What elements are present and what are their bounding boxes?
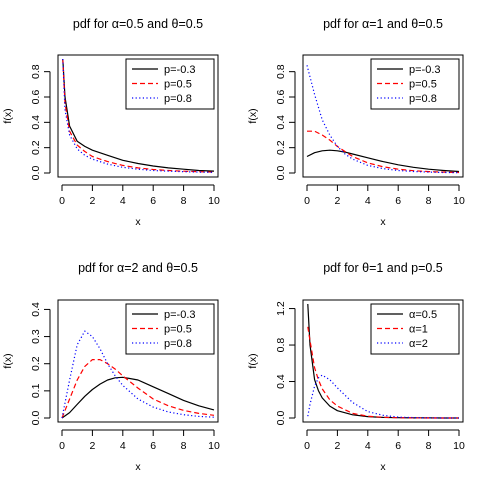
x-tick-label: 0	[304, 440, 310, 452]
series-line-3	[307, 374, 459, 419]
y-axis-label: f(x)	[2, 353, 14, 368]
legend-label: p=0.5	[164, 324, 192, 336]
x-tick-label: 0	[304, 195, 310, 207]
y-tick-label: 0.4	[30, 302, 42, 317]
x-tick-label: 8	[426, 195, 432, 207]
chart-title: pdf for α=0.5 and θ=0.5	[73, 17, 203, 31]
y-tick-label: 0.4	[275, 374, 287, 389]
plot-frame	[57, 299, 219, 423]
y-tick-label: 0.0	[275, 166, 287, 181]
x-tick-label: 6	[150, 195, 156, 207]
chart-panel-1: pdf for α=0.5 and θ=0.5 0 2 4 6 8 10 x 0.0 0.2 0.4…	[2, 17, 220, 228]
legend-label: α=1	[409, 324, 428, 336]
y-tick-label: 0.8	[30, 64, 42, 79]
chart-title: pdf for θ=1 and p=0.5	[323, 261, 443, 275]
legend-label: p=-0.3	[164, 64, 196, 76]
legend-label: p=0.5	[409, 79, 437, 91]
y-tick-label: 0.8	[275, 338, 287, 353]
series-line-2	[62, 58, 215, 173]
y-axis-label: f(x)	[247, 108, 259, 123]
chart-title: pdf for α=1 and θ=0.5	[323, 17, 443, 31]
y-tick-label: 0.6	[275, 90, 287, 105]
x-tick-label: 4	[365, 195, 371, 207]
x-axis-label: x	[380, 461, 386, 473]
y-tick-label: 0.8	[275, 64, 287, 79]
chart-title: pdf for α=2 and θ=0.5	[78, 261, 198, 275]
y-tick-label: 0.4	[275, 115, 287, 130]
x-tick-label: 6	[395, 195, 401, 207]
x-tick-label: 2	[334, 440, 340, 452]
x-axis-label: x	[135, 461, 141, 473]
x-axis-label: x	[135, 216, 141, 228]
legend-label: p=0.8	[164, 93, 192, 105]
y-tick-label: 0.6	[30, 90, 42, 105]
y-axis-label: f(x)	[2, 108, 14, 123]
legend: p=-0.3 p=0.5 p=0.8	[125, 58, 215, 110]
y-tick-label: 0.2	[30, 356, 42, 371]
plot-frame	[302, 299, 464, 423]
series-line-2	[307, 326, 459, 419]
x-tick-label: 10	[208, 195, 220, 207]
series-line-1	[62, 58, 215, 172]
legend-label: p=-0.3	[409, 64, 441, 76]
chart-panel-2: pdf for α=1 and θ=0.5 0 2 4 6 8 10 x 0.0 0.2 0.4 0.…	[247, 17, 465, 228]
x-tick-label: 10	[453, 440, 465, 452]
series-line-1	[61, 376, 215, 419]
x-tick-label: 10	[453, 195, 465, 207]
y-tick-label: 0.3	[30, 329, 42, 344]
y-tick-label: 0.2	[275, 140, 287, 155]
legend-label: α=2	[409, 338, 428, 350]
legend: p=-0.3 p=0.5 p=0.8	[125, 303, 215, 355]
x-tick-label: 4	[365, 440, 371, 452]
series-line-1	[307, 303, 459, 419]
y-tick-label: 0.0	[30, 411, 42, 426]
y-tick-label: 0.0	[30, 166, 42, 181]
x-tick-label: 4	[120, 440, 126, 452]
y-tick-label: 1.2	[275, 301, 287, 316]
x-tick-label: 8	[426, 440, 432, 452]
x-tick-label: 2	[89, 195, 95, 207]
x-tick-label: 0	[59, 440, 65, 452]
legend-label: p=0.8	[409, 93, 437, 105]
legend: α=0.5 α=1 α=2	[370, 303, 460, 355]
x-tick-label: 2	[334, 195, 340, 207]
y-tick-label: 0.4	[30, 115, 42, 130]
x-tick-label: 10	[208, 440, 220, 452]
legend-label: p=-0.3	[164, 309, 196, 321]
legend-label: p=0.5	[164, 79, 192, 91]
x-tick-label: 0	[59, 195, 65, 207]
y-tick-label: 0.2	[30, 140, 42, 155]
series-line-1	[306, 149, 460, 173]
x-tick-label: 2	[89, 440, 95, 452]
legend-label: α=0.5	[409, 309, 437, 321]
series-line-3	[61, 330, 215, 419]
plot-frame	[57, 54, 219, 178]
legend: p=-0.3 p=0.5 p=0.8	[370, 58, 460, 110]
series-line-2	[307, 130, 460, 174]
series-line-3	[306, 65, 460, 174]
chart-panel-3: pdf for α=2 and θ=0.5 0 2 4 6 8 10 x 0.0 0.1 0.2 0.…	[2, 261, 220, 473]
plot-frame	[302, 54, 464, 178]
x-tick-label: 8	[181, 195, 187, 207]
y-axis-label: f(x)	[247, 353, 259, 368]
series-line-2	[61, 359, 215, 419]
legend-box	[370, 303, 460, 355]
x-axis-label: x	[380, 216, 386, 228]
y-tick-label: 0.0	[275, 411, 287, 426]
x-tick-label: 4	[120, 195, 126, 207]
legend-label: p=0.8	[164, 338, 192, 350]
chart-panel-4: pdf for θ=1 and p=0.5 0 2 4 6 8 10 x 0.0 0.4 0.8 1.…	[247, 261, 465, 473]
x-tick-label: 8	[181, 440, 187, 452]
y-tick-label: 0.1	[30, 383, 42, 398]
x-tick-label: 6	[150, 440, 156, 452]
x-tick-label: 6	[395, 440, 401, 452]
